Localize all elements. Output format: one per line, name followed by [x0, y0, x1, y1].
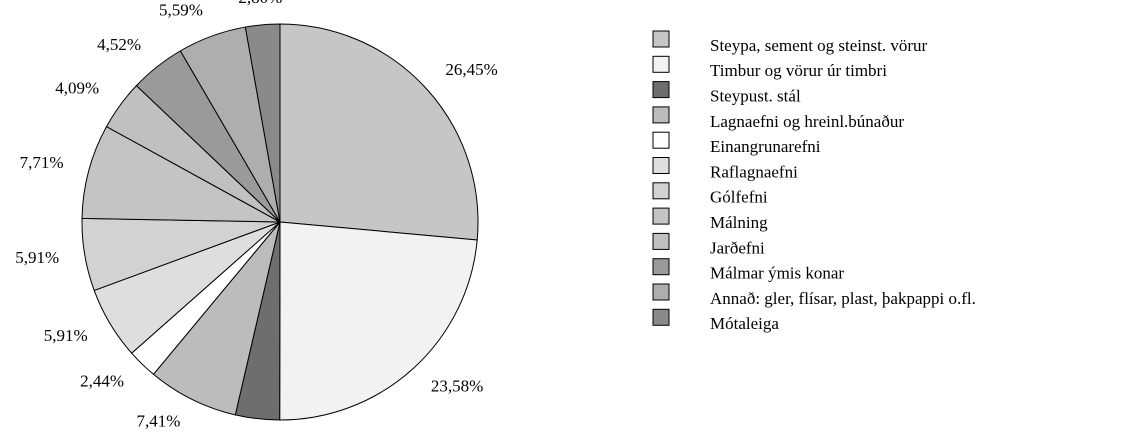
- legend-label: Raflagnaefni: [710, 162, 798, 181]
- legend-swatch: [652, 131, 670, 149]
- legend-swatch: [652, 157, 670, 174]
- legend-swatch: [652, 283, 670, 301]
- data-label: 5,91%: [15, 248, 59, 267]
- pie-slice: [279, 23, 479, 241]
- legend-swatch: [652, 182, 670, 200]
- legend-swatch: [652, 232, 670, 250]
- legend-label: Einangrunarefni: [710, 137, 821, 156]
- data-label: 5,59%: [159, 1, 203, 20]
- data-label: 4,52%: [97, 35, 141, 54]
- data-label: 4,09%: [55, 79, 99, 98]
- legend-swatch: [652, 207, 670, 225]
- legend-swatch: [652, 81, 670, 99]
- data-label: 2,80%: [238, 0, 282, 7]
- legend-swatch: [652, 258, 670, 276]
- legend-label: Steypa, sement og steinst. vörur: [710, 36, 928, 55]
- legend-label: Mótaleiga: [710, 314, 779, 333]
- legend-label: Timbur og vörur úr timbri: [710, 61, 887, 80]
- legend-swatch: [652, 55, 670, 73]
- legend-swatch: [652, 106, 670, 124]
- legend-label: Annað: gler, flísar, plast, þakpappi o.f…: [710, 289, 976, 308]
- data-label: 23,58%: [431, 376, 483, 395]
- legend-label: Jarðefni: [710, 238, 765, 257]
- pie-slice: [279, 221, 478, 421]
- legend-label: Steypust. stál: [710, 87, 801, 106]
- data-label: 5,91%: [44, 326, 88, 345]
- legend-label: Lagnaefni og hreinl.búnaður: [710, 112, 904, 131]
- data-label: 26,45%: [445, 60, 497, 79]
- data-label: 2,44%: [80, 372, 124, 391]
- pie-slice: [81, 125, 281, 223]
- legend-swatch: [652, 308, 670, 326]
- legend-swatch: [652, 30, 670, 48]
- legend-label: Málmar ýmis konar: [710, 264, 844, 283]
- data-label: 7,71%: [20, 153, 64, 172]
- legend-label: Gólfefni: [710, 188, 768, 207]
- pie-slice: [244, 23, 281, 223]
- data-label: 7,41%: [137, 412, 181, 431]
- legend-label: Málning: [710, 213, 768, 232]
